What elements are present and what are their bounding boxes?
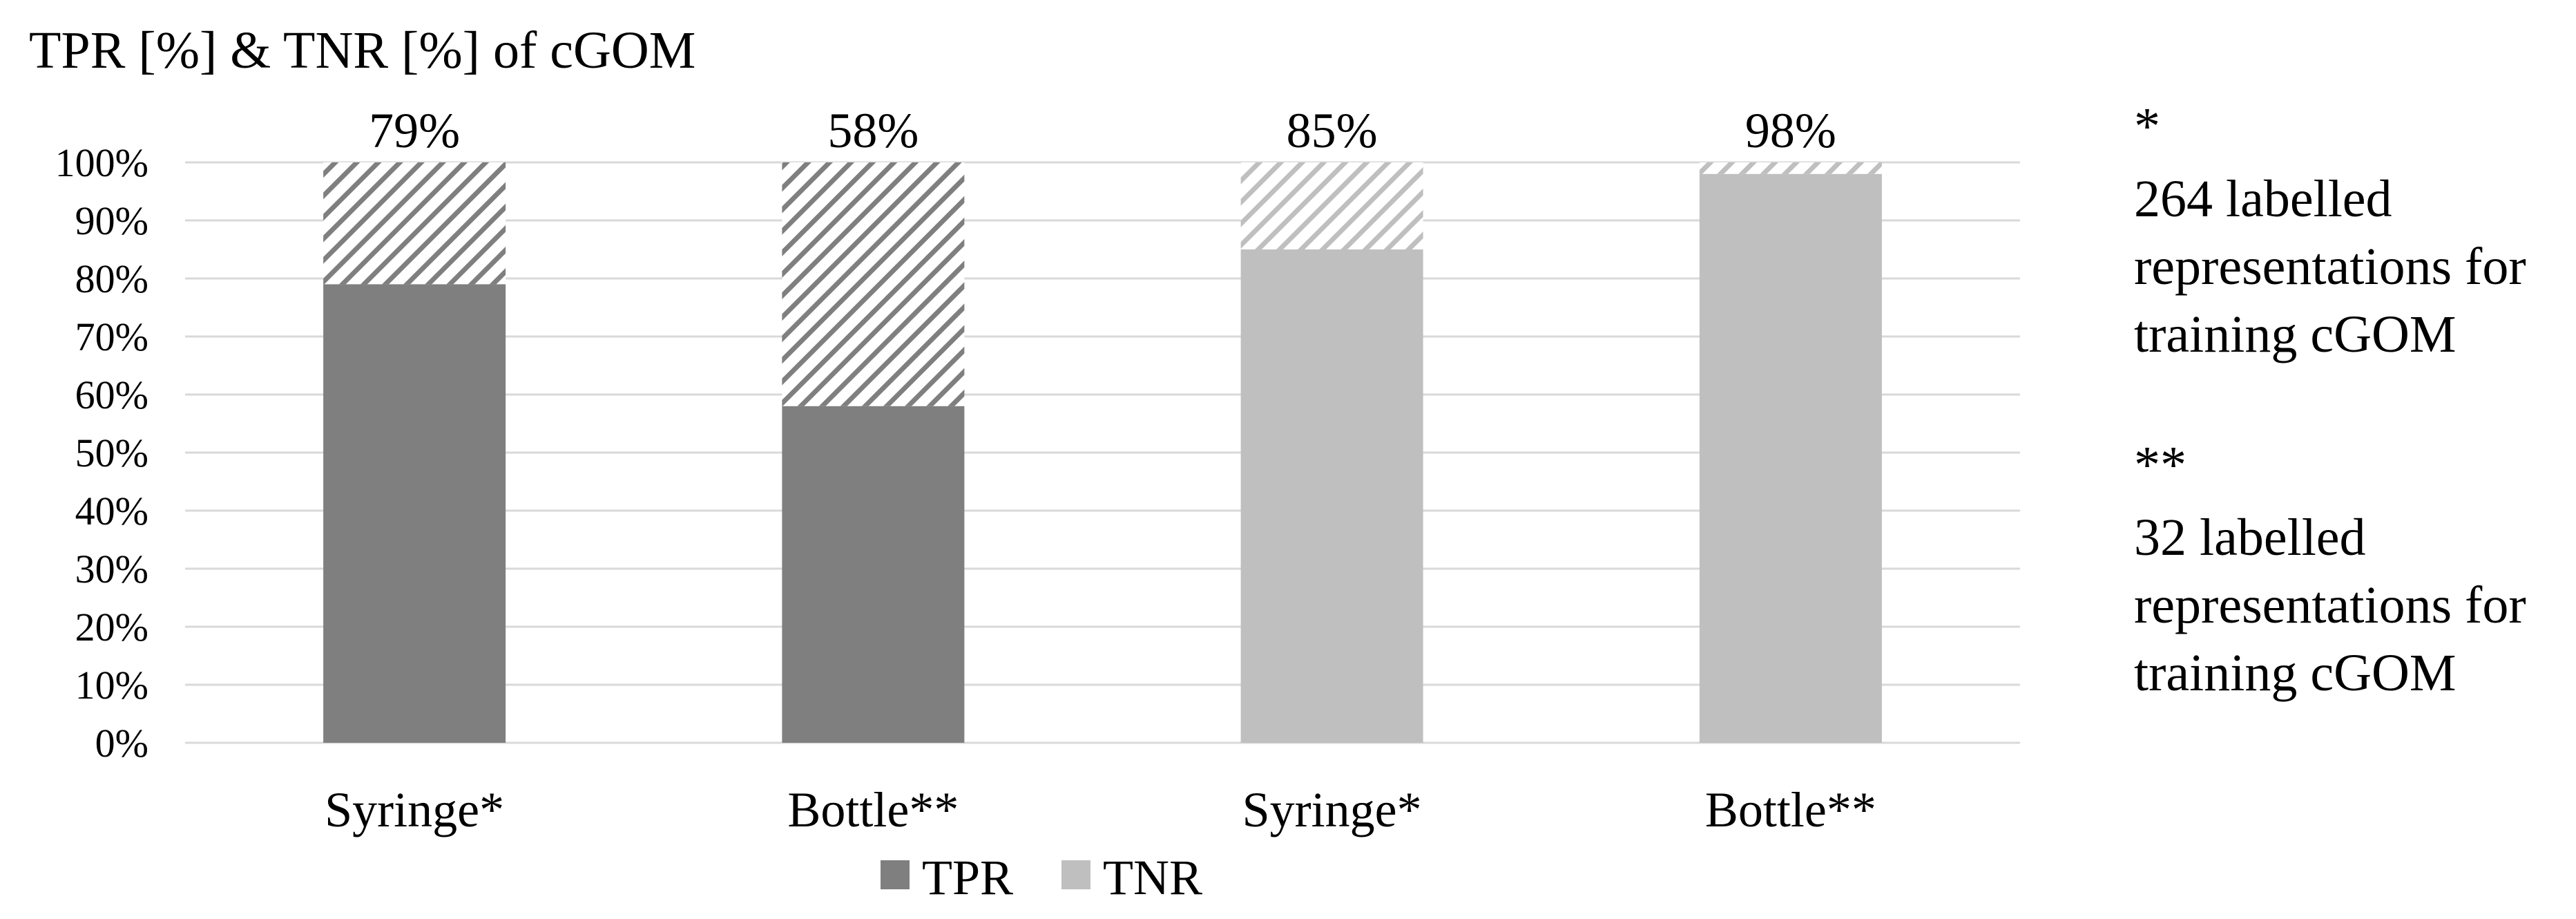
note-marker: * <box>2134 97 2160 155</box>
bar-tpr <box>782 406 965 743</box>
bar-remainder-tpr <box>323 162 506 285</box>
x-tick-label: Bottle** <box>1705 782 1876 837</box>
note-line: training cGOM <box>2134 305 2456 363</box>
note-line: 264 labelled <box>2134 170 2392 228</box>
y-tick-labels: 0% 10% 20% 30% 40% 50% 60% 70% 80% 90% 100% <box>55 140 148 766</box>
x-tick-label: Syringe* <box>325 782 504 837</box>
value-label: 79% <box>369 103 460 158</box>
y-tick-label: 100% <box>55 140 148 185</box>
annotations: * 264 labelled representations for training… <box>2134 97 2526 702</box>
x-tick-labels: Syringe* Bottle** Syringe* Bottle** <box>325 782 1876 837</box>
x-tick-label: Syringe* <box>1242 782 1422 837</box>
value-labels: 79% 58% 85% 98% <box>369 103 1836 158</box>
bar-remainder-tnr <box>1699 162 1882 174</box>
legend-label-tnr: TNR <box>1103 850 1202 905</box>
legend-swatch-tnr <box>1061 860 1090 889</box>
chart-title: TPR [%] & TNR [%] of cGOM <box>29 21 695 79</box>
note-marker: ** <box>2134 436 2186 494</box>
value-label: 58% <box>827 103 919 158</box>
y-tick-label: 60% <box>75 372 148 417</box>
note-line: representations for <box>2134 238 2526 296</box>
legend-label-tpr: TPR <box>922 850 1013 905</box>
x-tick-label: Bottle** <box>787 782 959 837</box>
y-tick-label: 30% <box>75 547 148 591</box>
y-tick-label: 50% <box>75 430 148 475</box>
legend: TPR TNR <box>881 850 1202 905</box>
y-tick-label: 40% <box>75 489 148 533</box>
bars <box>323 162 1882 743</box>
note-line: representations for <box>2134 576 2526 634</box>
bar-tpr <box>323 284 506 743</box>
bar-tnr <box>1240 249 1423 743</box>
y-tick-label: 0% <box>95 721 148 766</box>
bar-remainder-tnr <box>1240 162 1423 249</box>
y-tick-label: 70% <box>75 314 148 359</box>
note-line: 32 labelled <box>2134 509 2366 567</box>
value-label: 98% <box>1745 103 1836 158</box>
bar-remainder-tpr <box>782 162 965 406</box>
legend-swatch-tpr <box>881 860 910 889</box>
y-tick-label: 80% <box>75 256 148 301</box>
value-label: 85% <box>1287 103 1378 158</box>
y-tick-label: 20% <box>75 605 148 650</box>
y-tick-label: 10% <box>75 663 148 708</box>
y-tick-label: 90% <box>75 198 148 243</box>
note-line: training cGOM <box>2134 644 2456 702</box>
bar-tnr <box>1699 173 1882 743</box>
